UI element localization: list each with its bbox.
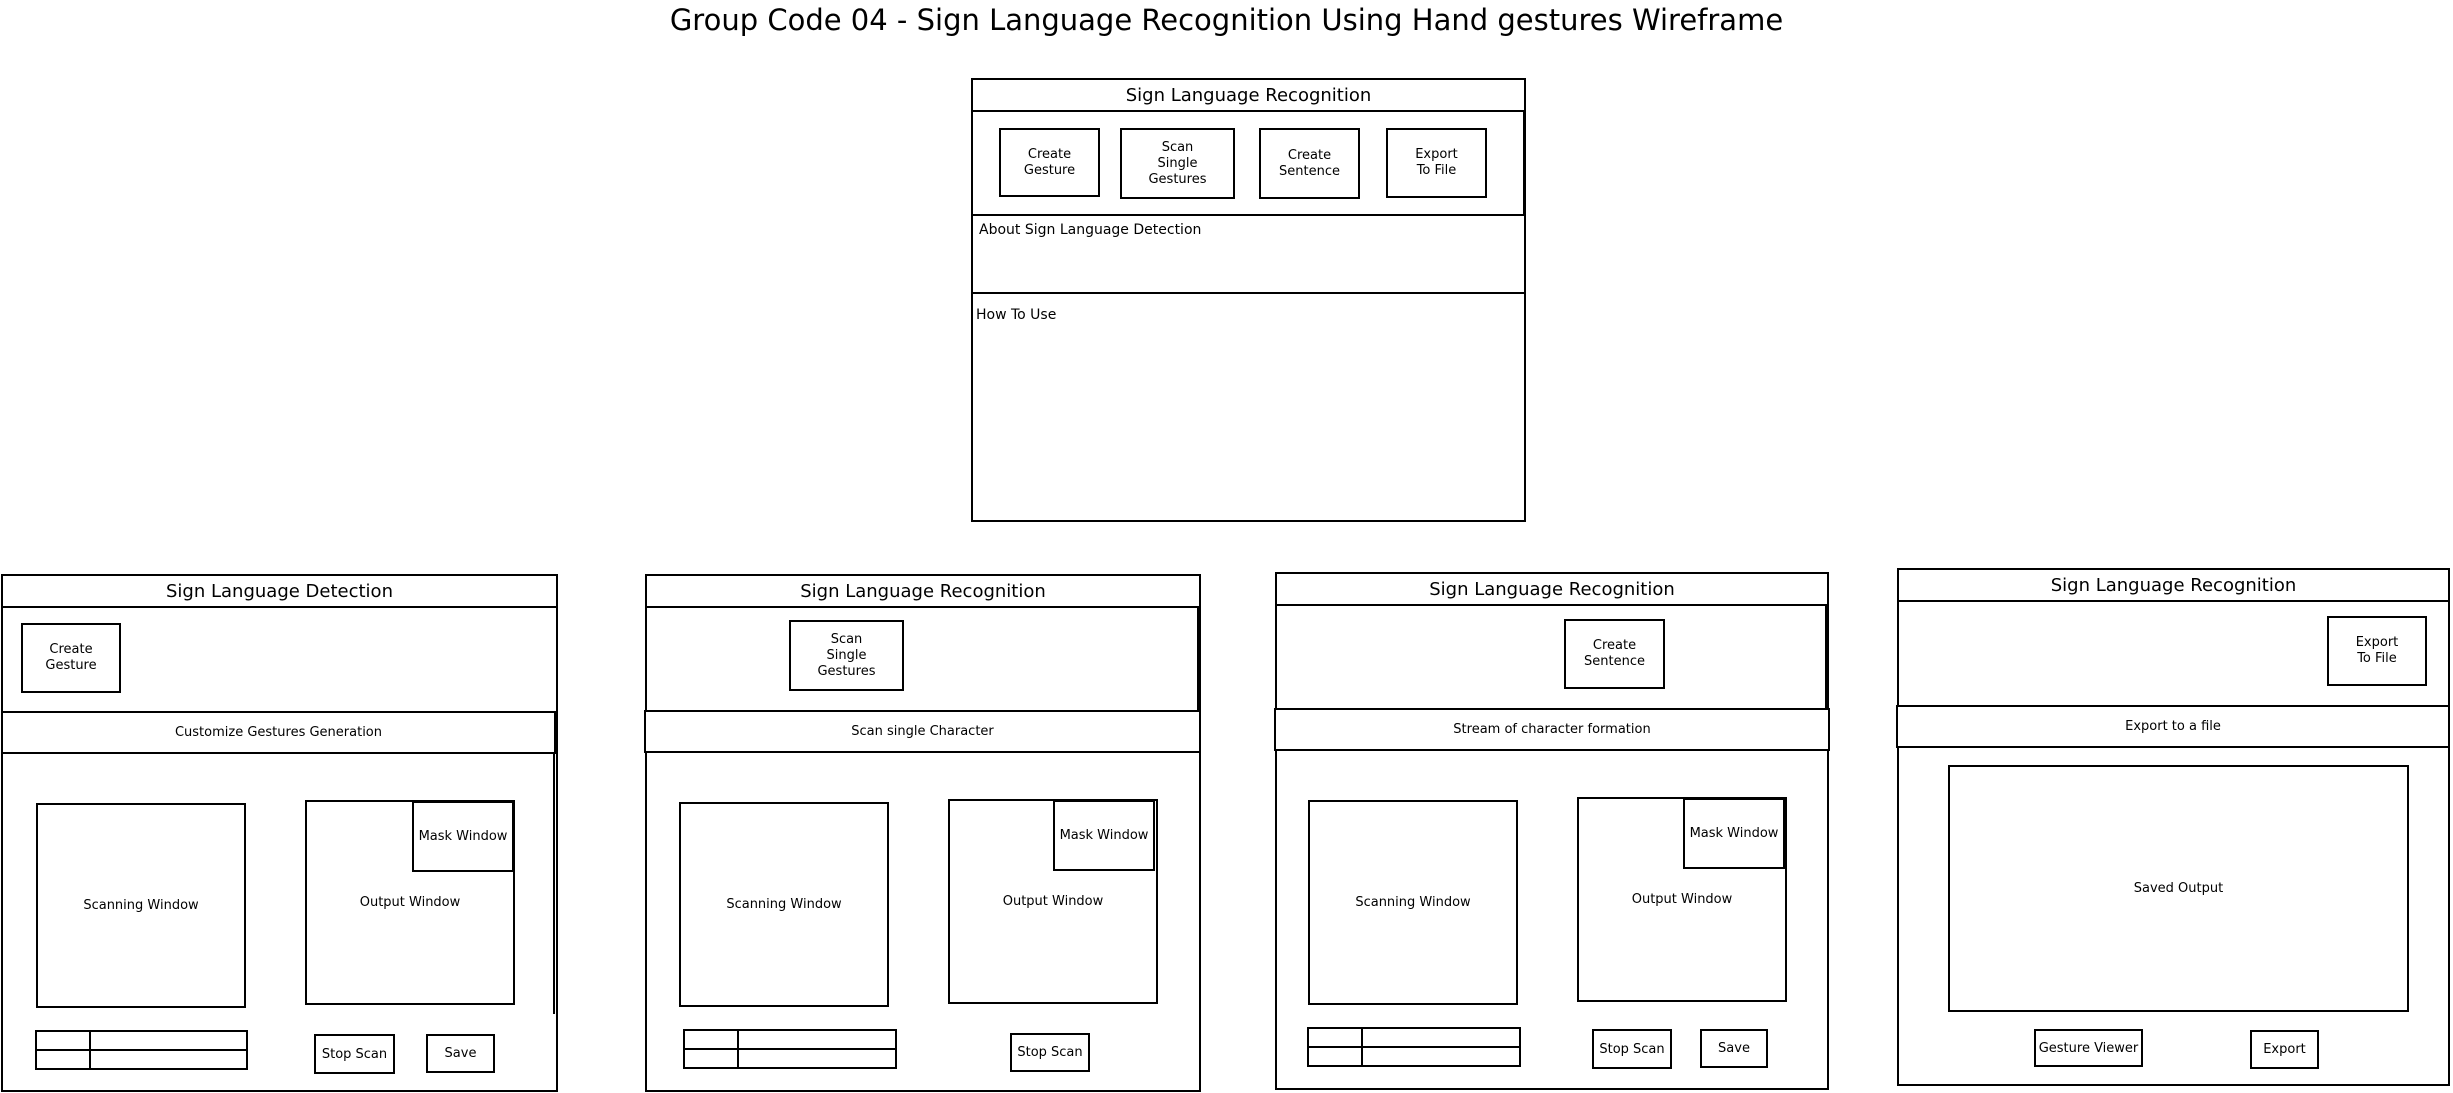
create-gesture-button[interactable]: Create Gesture [999, 128, 1100, 197]
create-sentence-button[interactable]: Create Sentence [1259, 128, 1360, 199]
create-scanning-window: Scanning Window [36, 803, 246, 1008]
sentence-section-bar: Stream of character formation [1274, 708, 1830, 751]
gesture-viewer-button[interactable]: Gesture Viewer [2034, 1029, 2143, 1067]
create-result-table [35, 1030, 248, 1070]
scan-screen-header: Sign Language Recognition [645, 574, 1201, 608]
scan-scanning-window: Scanning Window [679, 802, 889, 1007]
scan-button-bar-line [1197, 606, 1199, 712]
scan-section-bar: Scan single Character [644, 710, 1201, 753]
create-stop-scan-button[interactable]: Stop Scan [314, 1034, 395, 1074]
export-section-bar: Export to a file [1896, 705, 2450, 748]
create-gesture-action-button[interactable]: Create Gesture [21, 623, 121, 693]
sentence-save-button[interactable]: Save [1700, 1029, 1768, 1068]
create-sentence-action-button[interactable]: Create Sentence [1564, 619, 1665, 689]
sentence-result-table [1307, 1027, 1521, 1067]
diagram-title: Group Code 04 - Sign Language Recognitio… [669, 3, 1784, 37]
export-to-file-action-button[interactable]: Export To File [2327, 616, 2427, 686]
home-header: Sign Language Recognition [971, 78, 1526, 112]
export-screen-header: Sign Language Recognition [1897, 568, 2450, 602]
scan-single-gestures-button[interactable]: Scan Single Gestures [1120, 128, 1235, 199]
sentence-button-bar-line [1825, 604, 1827, 710]
scan-stop-scan-button[interactable]: Stop Scan [1010, 1033, 1090, 1072]
export-to-file-button[interactable]: Export To File [1386, 128, 1487, 198]
sentence-scanning-window: Scanning Window [1308, 800, 1518, 1005]
sentence-mask-window: Mask Window [1683, 798, 1785, 869]
create-mask-window: Mask Window [412, 801, 514, 872]
about-label: About Sign Language Detection [979, 222, 1202, 238]
saved-output-window: Saved Output [1948, 765, 2409, 1012]
create-screen-header: Sign Language Detection [1, 574, 558, 608]
create-content-line [553, 752, 555, 1014]
scan-mask-window: Mask Window [1053, 800, 1155, 871]
scan-result-table [683, 1029, 897, 1069]
export-button[interactable]: Export [2250, 1030, 2319, 1069]
sentence-stop-scan-button[interactable]: Stop Scan [1592, 1029, 1672, 1069]
sentence-screen-header: Sign Language Recognition [1275, 572, 1829, 606]
create-save-button[interactable]: Save [426, 1034, 495, 1073]
how-to-use-label: How To Use [976, 307, 1057, 323]
create-section-bar: Customize Gestures Generation [1, 711, 556, 754]
scan-single-action-button[interactable]: Scan Single Gestures [789, 620, 904, 691]
about-section [971, 214, 1526, 294]
